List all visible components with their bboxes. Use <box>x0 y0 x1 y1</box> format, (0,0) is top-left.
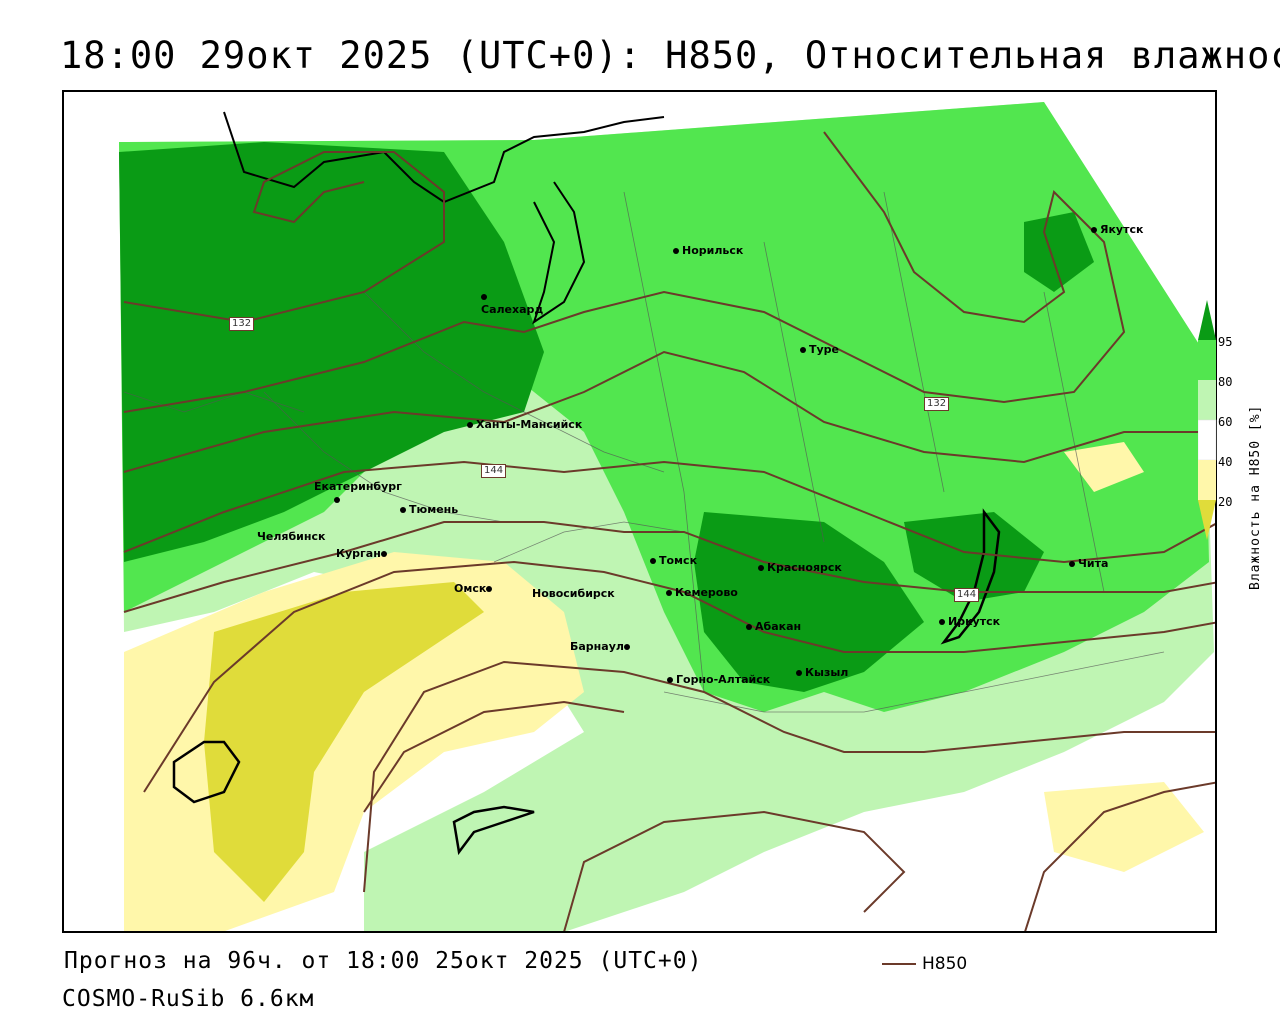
aral-sea <box>172 740 241 804</box>
city-marker-icon <box>623 644 630 650</box>
city-label: Новосибирск <box>532 587 615 600</box>
humidity-20-40-spot-ne <box>1064 442 1144 492</box>
city-label: Барнаул <box>570 640 624 653</box>
legend-tick-40: 40 <box>1218 455 1233 469</box>
city-label: Кемерово <box>675 586 738 599</box>
city-label: Чита <box>1078 557 1109 570</box>
legend-tick-20: 20 <box>1218 495 1233 509</box>
city-khanty-mansiysk: Ханты-Мансийск <box>467 418 582 431</box>
legend-colorbar <box>1198 300 1217 540</box>
city-kurgan: Курган <box>336 547 390 560</box>
city-marker-icon <box>796 670 802 676</box>
legend-seg-80 <box>1198 380 1216 420</box>
legend-seg-60 <box>1198 419 1217 461</box>
city-irkutsk: Иркутск <box>939 615 1000 628</box>
city-norilsk: Норильск <box>673 244 743 257</box>
legend-title: Влажность на H850 [%] <box>1248 404 1263 590</box>
city-marker-icon <box>939 619 945 625</box>
city-marker-icon <box>746 624 752 630</box>
city-chelyabinsk: Челябинск <box>257 530 325 543</box>
city-gorno-altaysk: Горно-Алтайск <box>667 673 770 686</box>
city-label: Норильск <box>682 244 744 257</box>
map-panel: 132 144 132 144 Салехард Норильск Якутск… <box>62 90 1217 933</box>
isoline-key: H850 <box>882 954 967 974</box>
city-marker-icon <box>334 497 340 503</box>
humidity-95-area-east <box>904 512 1044 602</box>
city-label: Тюмень <box>409 503 459 516</box>
forecast-caption: Прогноз на 96ч. от 18:00 25окт 2025 (UTC… <box>64 948 703 974</box>
city-label: Омск <box>454 582 487 595</box>
coastline-yamal <box>532 181 586 325</box>
city-label: Салехард <box>481 303 544 316</box>
humidity-legend: 95 80 60 40 20 <box>1196 300 1276 600</box>
legend-top-arrow <box>1198 300 1216 340</box>
legend-tick-60: 60 <box>1218 415 1233 429</box>
legend-bottom-arrow <box>1198 500 1216 540</box>
h850-isolines <box>123 131 1215 931</box>
city-novosibirsk: Новосибирск <box>532 587 615 600</box>
city-krasnoyarsk: Красноярск <box>758 561 842 574</box>
city-barnaul: Барнаул <box>570 640 633 653</box>
legend-tick-80: 80 <box>1218 375 1233 389</box>
legend-seg-40 <box>1198 460 1216 500</box>
city-salekhard: Салехард <box>481 290 543 316</box>
city-label: Абакан <box>755 620 802 633</box>
city-tyumen: Тюмень <box>400 503 458 516</box>
city-label: Екатеринбург <box>314 480 402 493</box>
lake-baikal <box>940 508 1001 645</box>
city-label: Томск <box>659 554 698 567</box>
city-marker-icon <box>1069 561 1075 567</box>
city-marker-icon <box>1091 227 1097 233</box>
isoline-label-144-center: 144 <box>481 464 507 478</box>
city-marker-icon <box>666 590 672 596</box>
isoline-key-label: H850 <box>922 954 968 974</box>
city-marker-icon <box>400 507 406 513</box>
city-tura: Туре <box>800 343 839 356</box>
city-marker-icon <box>758 565 764 571</box>
city-label: Иркутск <box>948 615 1001 628</box>
legend-seg-95 <box>1198 340 1216 380</box>
city-label: Ханты-Мансийск <box>476 418 583 431</box>
humidity-20-40-spot-se <box>1044 782 1204 872</box>
city-label: Кызыл <box>805 666 849 679</box>
humidity-map <box>119 102 1215 931</box>
map-title: 18:00 29окт 2025 (UTC+0): H850, Относите… <box>60 34 1280 77</box>
humidity-95-area-ne <box>1024 212 1094 292</box>
city-kyzyl: Кызыл <box>796 666 848 679</box>
city-yekaterinburg: Екатеринбург <box>314 480 402 506</box>
isoline-label-132-west: 132 <box>229 317 255 331</box>
city-label: Курган <box>336 547 381 560</box>
lake-balkhash <box>452 805 535 856</box>
model-caption: COSMO-RuSib 6.6км <box>62 986 315 1012</box>
city-marker-icon <box>800 347 806 353</box>
city-kemerovo: Кемерово <box>666 586 738 599</box>
city-chita: Чита <box>1069 557 1108 570</box>
city-yakutsk: Якутск <box>1091 223 1143 236</box>
city-marker-icon <box>380 551 387 557</box>
city-marker-icon <box>650 558 656 564</box>
city-marker-icon <box>673 248 679 254</box>
humidity-below-20-area <box>204 582 484 902</box>
city-label: Челябинск <box>257 530 326 543</box>
city-tomsk: Томск <box>650 554 697 567</box>
city-marker-icon <box>486 586 493 592</box>
isoline-label-132-east: 132 <box>924 397 950 411</box>
isoline-label-144-east: 144 <box>954 588 980 602</box>
city-label: Горно-Алтайск <box>676 673 771 686</box>
legend-tick-95: 95 <box>1218 335 1233 349</box>
city-marker-icon <box>667 677 673 683</box>
city-marker-icon <box>481 294 487 300</box>
city-marker-icon <box>467 422 473 428</box>
city-abakan: Абакан <box>746 620 801 633</box>
city-label: Туре <box>809 343 840 356</box>
city-label: Красноярск <box>767 561 842 574</box>
isoline-key-line <box>882 963 916 965</box>
city-omsk: Омск <box>454 582 495 595</box>
city-label: Якутск <box>1100 223 1144 236</box>
